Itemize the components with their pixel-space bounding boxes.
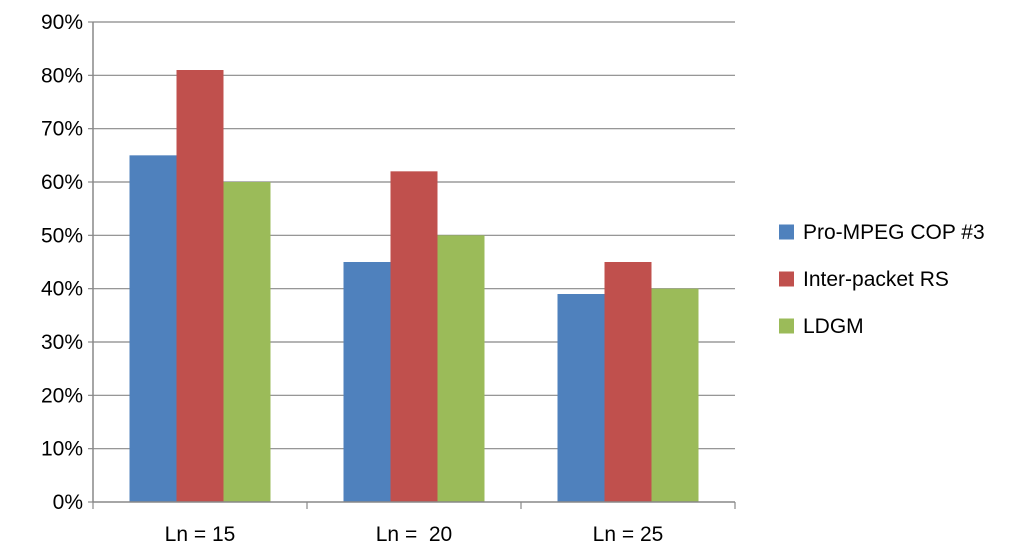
legend-label: Pro-MPEG COP #3 xyxy=(803,221,985,244)
bar-ldgm-2 xyxy=(651,288,699,502)
x-tick-label: Ln = 15 xyxy=(165,523,236,546)
bar-inter-packet-rs-1 xyxy=(390,171,438,503)
axes xyxy=(88,21,736,509)
y-tick-label: 60% xyxy=(41,171,83,194)
bars xyxy=(129,70,699,503)
y-tick-label: 0% xyxy=(53,491,83,514)
y-tick-label: 70% xyxy=(41,118,83,141)
bar-ldgm-1 xyxy=(437,235,485,503)
legend-swatch xyxy=(779,271,794,287)
x-tick-label: Ln = 25 xyxy=(593,523,664,546)
legend-swatch xyxy=(779,224,794,240)
bar-ldgm-0 xyxy=(223,182,271,502)
x-tick-label: Ln = 20 xyxy=(376,523,452,546)
y-tick-label: 50% xyxy=(41,224,83,247)
y-tick-label: 40% xyxy=(41,278,83,301)
legend-label: Inter-packet RS xyxy=(803,268,949,291)
y-tick-label: 20% xyxy=(41,384,83,407)
bar-pro-mpeg-cop-3-0 xyxy=(129,155,177,503)
legend-label: LDGM xyxy=(803,315,864,338)
y-tick-label: 80% xyxy=(41,64,83,87)
bar-pro-mpeg-cop-3-2 xyxy=(557,294,605,502)
legend: Pro-MPEG COP #3 Inter-packet RS LDGM xyxy=(779,221,985,338)
y-tick-labels: 0% 10% 20% 30% 40% 50% 60% 70% 80% 90% xyxy=(41,11,83,514)
x-tick-labels: Ln = 15 Ln = 20 Ln = 25 xyxy=(165,523,664,546)
bar-inter-packet-rs-2 xyxy=(604,262,652,502)
legend-swatch xyxy=(779,318,794,334)
bar-pro-mpeg-cop-3-1 xyxy=(343,262,391,502)
y-tick-label: 90% xyxy=(41,11,83,34)
bar-inter-packet-rs-0 xyxy=(176,70,224,502)
y-tick-label: 30% xyxy=(41,331,83,354)
y-tick-label: 10% xyxy=(41,438,83,461)
